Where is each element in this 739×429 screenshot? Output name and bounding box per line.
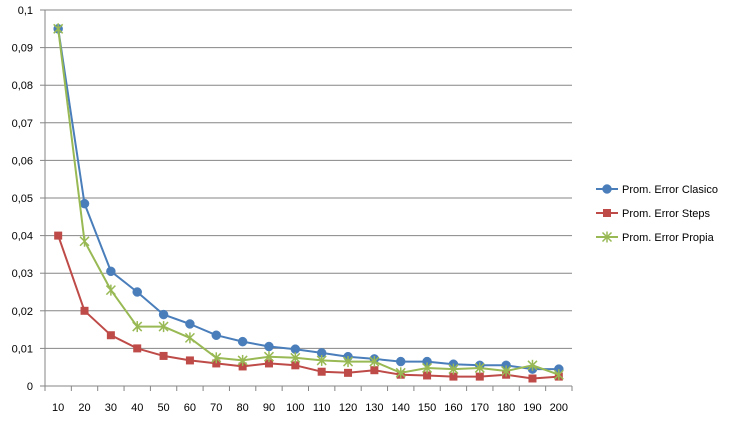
data-point [370, 366, 379, 375]
data-point [474, 362, 485, 374]
data-point [528, 374, 537, 383]
data-point [423, 371, 432, 380]
series-3 [53, 23, 564, 381]
data-point [342, 356, 354, 368]
data-point [449, 372, 458, 381]
y-tick-label: 0,04 [12, 231, 33, 243]
x-tick-label: 100 [286, 402, 304, 414]
legend-marker [602, 184, 612, 194]
x-tick-label: 10 [52, 402, 64, 414]
x-tick-label: 150 [418, 402, 436, 414]
axes [40, 9, 573, 391]
data-point [501, 365, 512, 377]
series-line [57, 235, 559, 380]
data-point [369, 356, 380, 368]
legend-marker [603, 209, 611, 217]
data-point [553, 369, 564, 381]
legend-label: Prom. Error Propia [622, 232, 715, 244]
x-axis-tick-labels: 10 20 30 40 50 60 70 80 90 100 110 120 130 140 150 160 1… [52, 402, 568, 414]
data-point [53, 23, 64, 35]
data-point [79, 235, 90, 247]
data-point [158, 321, 169, 333]
gridlines [45, 9, 572, 349]
data-point [291, 361, 300, 370]
y-tick-label: 0 [27, 381, 33, 393]
x-tick-label: 30 [105, 402, 117, 414]
data-point [185, 356, 194, 365]
data-point [211, 330, 222, 340]
x-tick-label: 160 [444, 402, 462, 414]
data-point [238, 362, 247, 371]
x-tick-label: 40 [131, 402, 143, 414]
data-point [184, 332, 195, 344]
y-tick-label: 0,03 [12, 268, 33, 280]
data-point [54, 231, 63, 240]
data-point [158, 309, 169, 320]
series-line [57, 28, 560, 376]
series-group [53, 23, 564, 383]
data-point [79, 198, 90, 209]
y-tick-label: 0,09 [12, 43, 33, 55]
data-point [527, 359, 538, 371]
x-tick-label: 20 [78, 402, 90, 414]
data-point [290, 352, 301, 364]
legend-item: Prom. Error Clasico [596, 184, 718, 196]
data-point [422, 362, 433, 374]
x-tick-label: 200 [550, 402, 568, 414]
series-1 [53, 24, 564, 374]
x-tick-label: 80 [237, 402, 249, 414]
y-tick-label: 0,1 [18, 5, 33, 17]
x-tick-label: 190 [523, 402, 541, 414]
y-tick-label: 0,01 [12, 343, 33, 355]
x-tick-label: 140 [392, 402, 410, 414]
x-tick-label: 90 [263, 402, 275, 414]
data-point [395, 356, 406, 367]
data-point [106, 266, 116, 277]
data-point [80, 306, 89, 315]
data-point [212, 359, 221, 368]
data-point [237, 354, 248, 366]
legend-item: Prom. Error Propia [596, 231, 715, 244]
x-tick-label: 110 [313, 402, 331, 414]
y-tick-label: 0,05 [12, 193, 33, 205]
data-point [159, 351, 168, 360]
data-point [475, 372, 484, 381]
data-point [237, 336, 248, 347]
data-point [264, 341, 274, 352]
series-line [57, 28, 559, 371]
x-tick-label: 120 [339, 402, 357, 414]
data-point [317, 367, 326, 376]
legend-label: Prom. Error Clasico [622, 184, 718, 196]
data-point [132, 287, 142, 297]
legend-item: Prom. Error Steps [596, 208, 711, 220]
x-tick-label: 50 [157, 402, 169, 414]
x-tick-label: 60 [184, 402, 196, 414]
data-point [263, 351, 275, 363]
y-tick-label: 0,08 [12, 80, 33, 92]
x-tick-label: 180 [497, 402, 515, 414]
legend-label: Prom. Error Steps [622, 208, 711, 220]
x-tick-label: 170 [471, 402, 489, 414]
y-tick-label: 0,02 [12, 306, 33, 318]
data-point [316, 354, 327, 366]
x-tick-label: 70 [210, 402, 222, 414]
data-point [105, 284, 116, 296]
y-axis-tick-labels: 0 0,01 0,02 0,03 0,04 0,05 0,06 0,07 0,08 0,09 0,1 [12, 5, 33, 393]
legend-marker [601, 231, 613, 243]
data-point [185, 319, 195, 329]
x-tick-label: 130 [365, 402, 383, 414]
data-point [448, 363, 459, 375]
data-point [264, 359, 273, 368]
y-tick-label: 0,07 [12, 118, 33, 130]
legend: Prom. Error Clasico Prom. Error Steps Prom… [596, 184, 718, 244]
data-point [106, 331, 115, 340]
data-point [211, 352, 222, 364]
data-point [344, 368, 353, 377]
data-point [133, 344, 142, 353]
y-tick-label: 0,06 [12, 155, 33, 167]
data-point [395, 367, 406, 379]
data-point [132, 321, 143, 333]
